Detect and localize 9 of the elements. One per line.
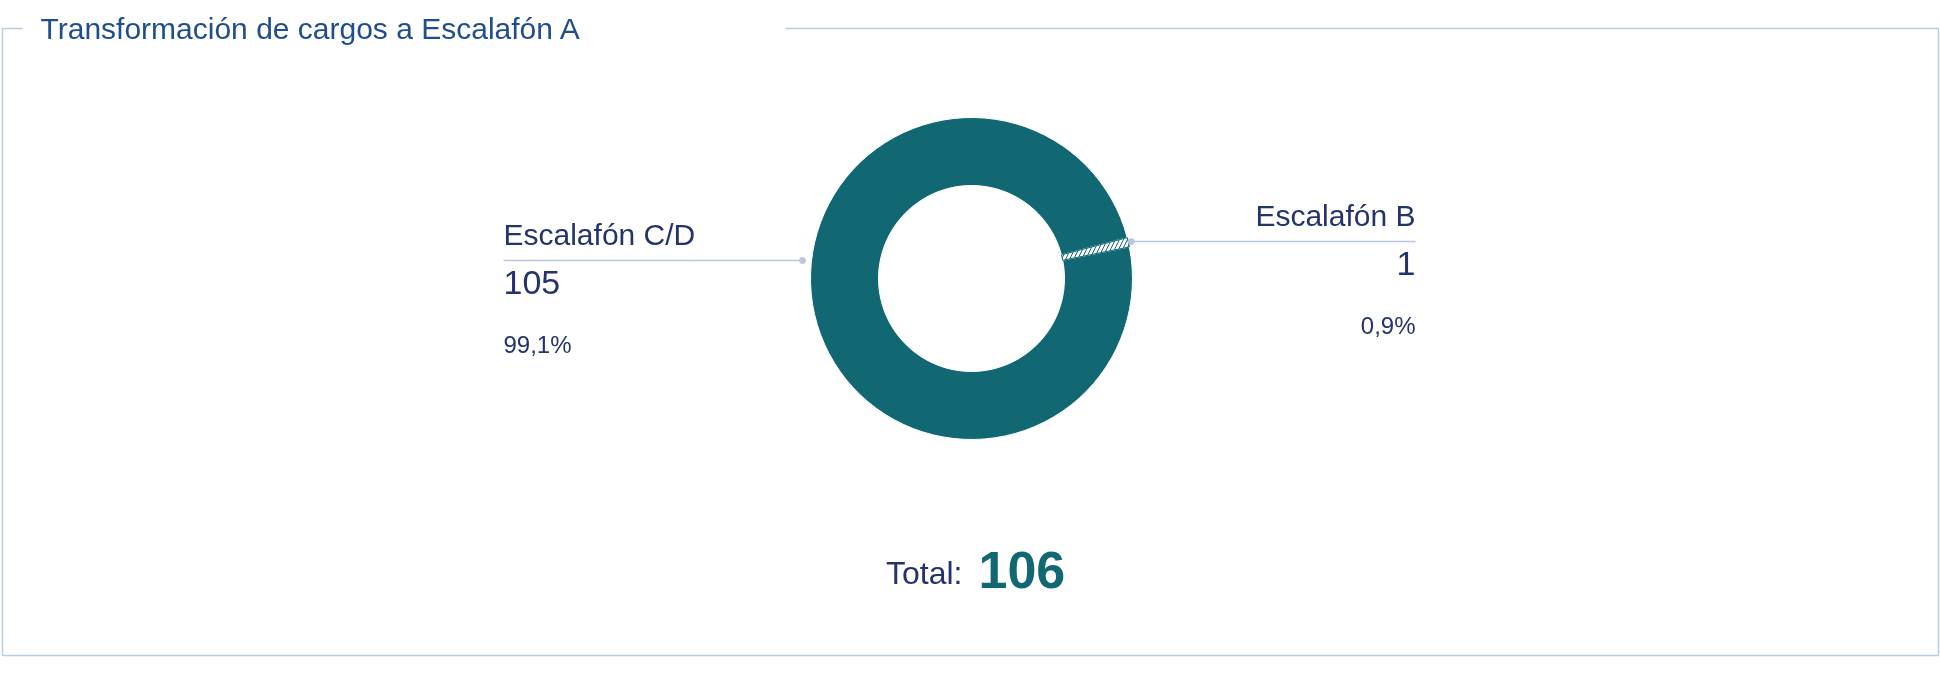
data-label: 1 xyxy=(1396,243,1416,282)
slice-label: Escalafón C/D xyxy=(503,217,696,251)
data-label: 105 xyxy=(503,262,561,301)
slice-label: Escalafón B xyxy=(1255,198,1416,232)
text: Total: xyxy=(886,554,963,591)
text: 106 xyxy=(978,540,1066,599)
text: 99,1% xyxy=(503,330,572,358)
chart-title: Transformación de cargos a Escalafón A xyxy=(40,12,580,45)
text: 0,9% xyxy=(1360,311,1416,339)
